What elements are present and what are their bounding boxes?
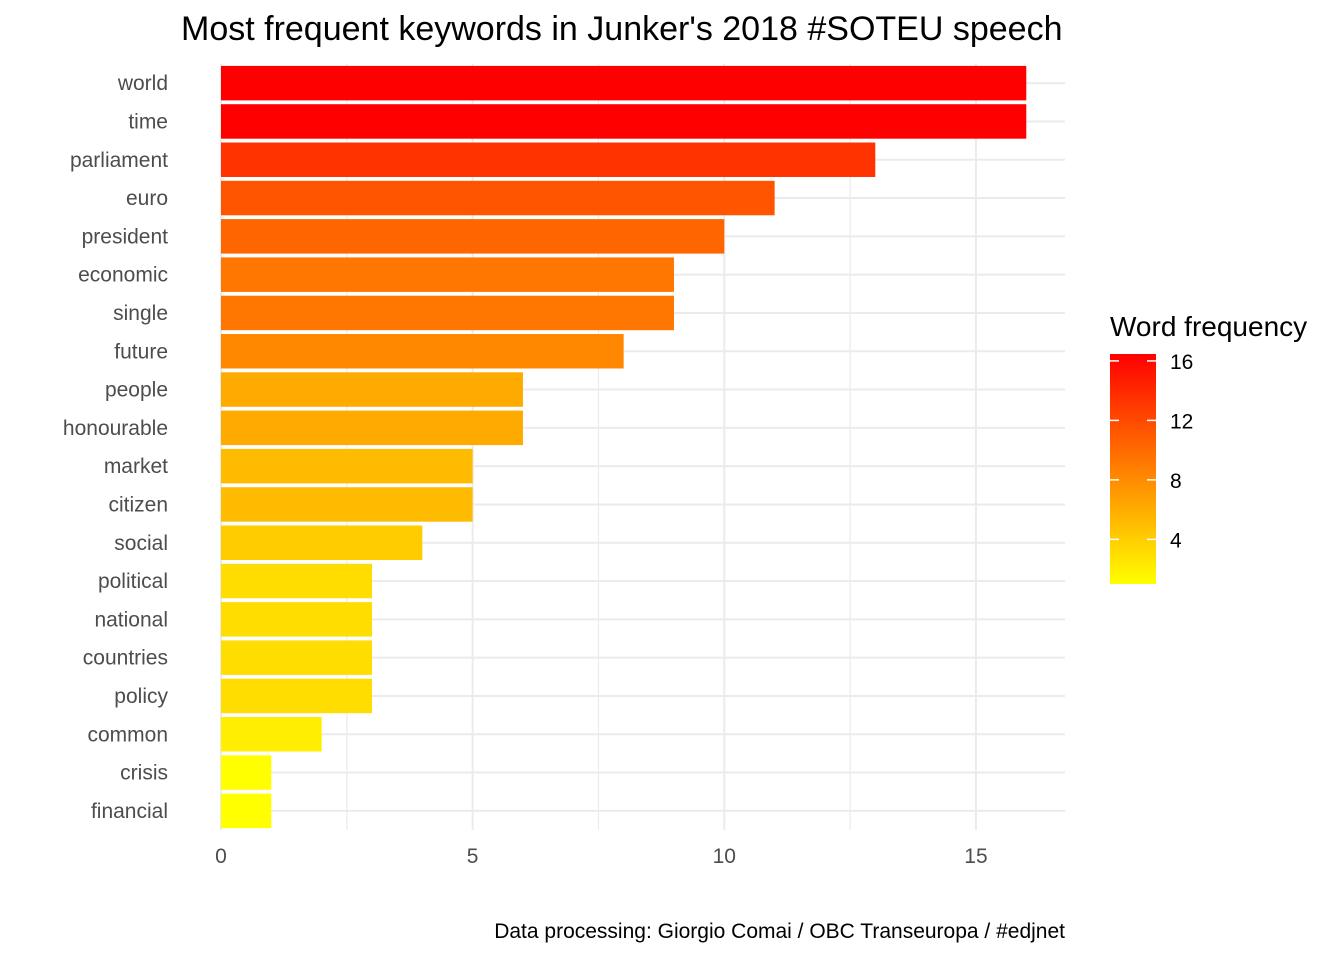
legend-tick-label: 4 [1170, 529, 1182, 552]
bar-crisis [221, 755, 272, 790]
y-tick-label: parliament [70, 149, 168, 172]
x-tick-label: 10 [713, 845, 736, 868]
bar-future [221, 334, 624, 369]
y-tick-label: policy [114, 685, 168, 708]
bar-time [221, 104, 1027, 139]
y-tick-label: financial [91, 800, 168, 823]
y-tick-label: market [104, 455, 168, 478]
y-tick-label: euro [126, 187, 168, 210]
legend: Word frequency 4 8 12 16 [1110, 311, 1307, 584]
bar-financial [221, 793, 272, 829]
bar-world [221, 65, 1027, 101]
legend-title: Word frequency [1110, 311, 1307, 342]
y-tick-label: national [94, 608, 168, 631]
bar-policy [221, 678, 372, 714]
y-tick-label: economic [78, 264, 168, 287]
bar-economic [221, 257, 674, 292]
y-tick-label: future [114, 340, 168, 363]
bars [221, 65, 1027, 829]
x-tick-labels: 0 5 10 15 [215, 845, 987, 868]
y-tick-label: social [114, 532, 168, 555]
bar-countries [221, 640, 372, 675]
legend-tick-label: 12 [1170, 410, 1193, 433]
bar-parliament [221, 142, 876, 177]
bar-single [221, 295, 674, 331]
bar-president [221, 219, 725, 254]
y-tick-labels: world time parliament euro president economic… [63, 72, 169, 823]
legend-colorbar [1110, 354, 1156, 584]
x-tick-label: 0 [215, 845, 227, 868]
bar-honourable [221, 410, 523, 446]
bar-social [221, 525, 423, 560]
bar-people [221, 372, 523, 407]
bar-national [221, 602, 372, 637]
legend-tick-label: 8 [1170, 470, 1182, 493]
y-tick-label: countries [83, 647, 168, 670]
chart-title: Most frequent keywords in Junker's 2018 … [181, 10, 1062, 48]
y-tick-label: world [117, 72, 168, 95]
y-tick-label: political [98, 570, 168, 593]
y-tick-label: people [105, 379, 168, 402]
y-tick-label: crisis [120, 762, 168, 785]
y-tick-label: president [82, 225, 169, 248]
y-tick-label: common [87, 723, 168, 746]
bar-political [221, 563, 372, 599]
chart-caption: Data processing: Giorgio Comai / OBC Tra… [494, 920, 1065, 943]
grid [220, 64, 1065, 830]
legend-tick-label: 16 [1170, 351, 1193, 374]
y-tick-label: honourable [63, 417, 168, 440]
bar-euro [221, 180, 775, 216]
bar-common [221, 717, 322, 752]
bar-market [221, 448, 473, 484]
legend-ticks: 4 8 12 16 [1110, 351, 1193, 552]
y-tick-label: single [113, 302, 168, 325]
y-tick-label: time [128, 110, 168, 133]
bar-citizen [221, 487, 473, 522]
x-tick-label: 15 [964, 845, 987, 868]
x-tick-label: 5 [467, 845, 479, 868]
y-tick-label: citizen [108, 493, 168, 516]
